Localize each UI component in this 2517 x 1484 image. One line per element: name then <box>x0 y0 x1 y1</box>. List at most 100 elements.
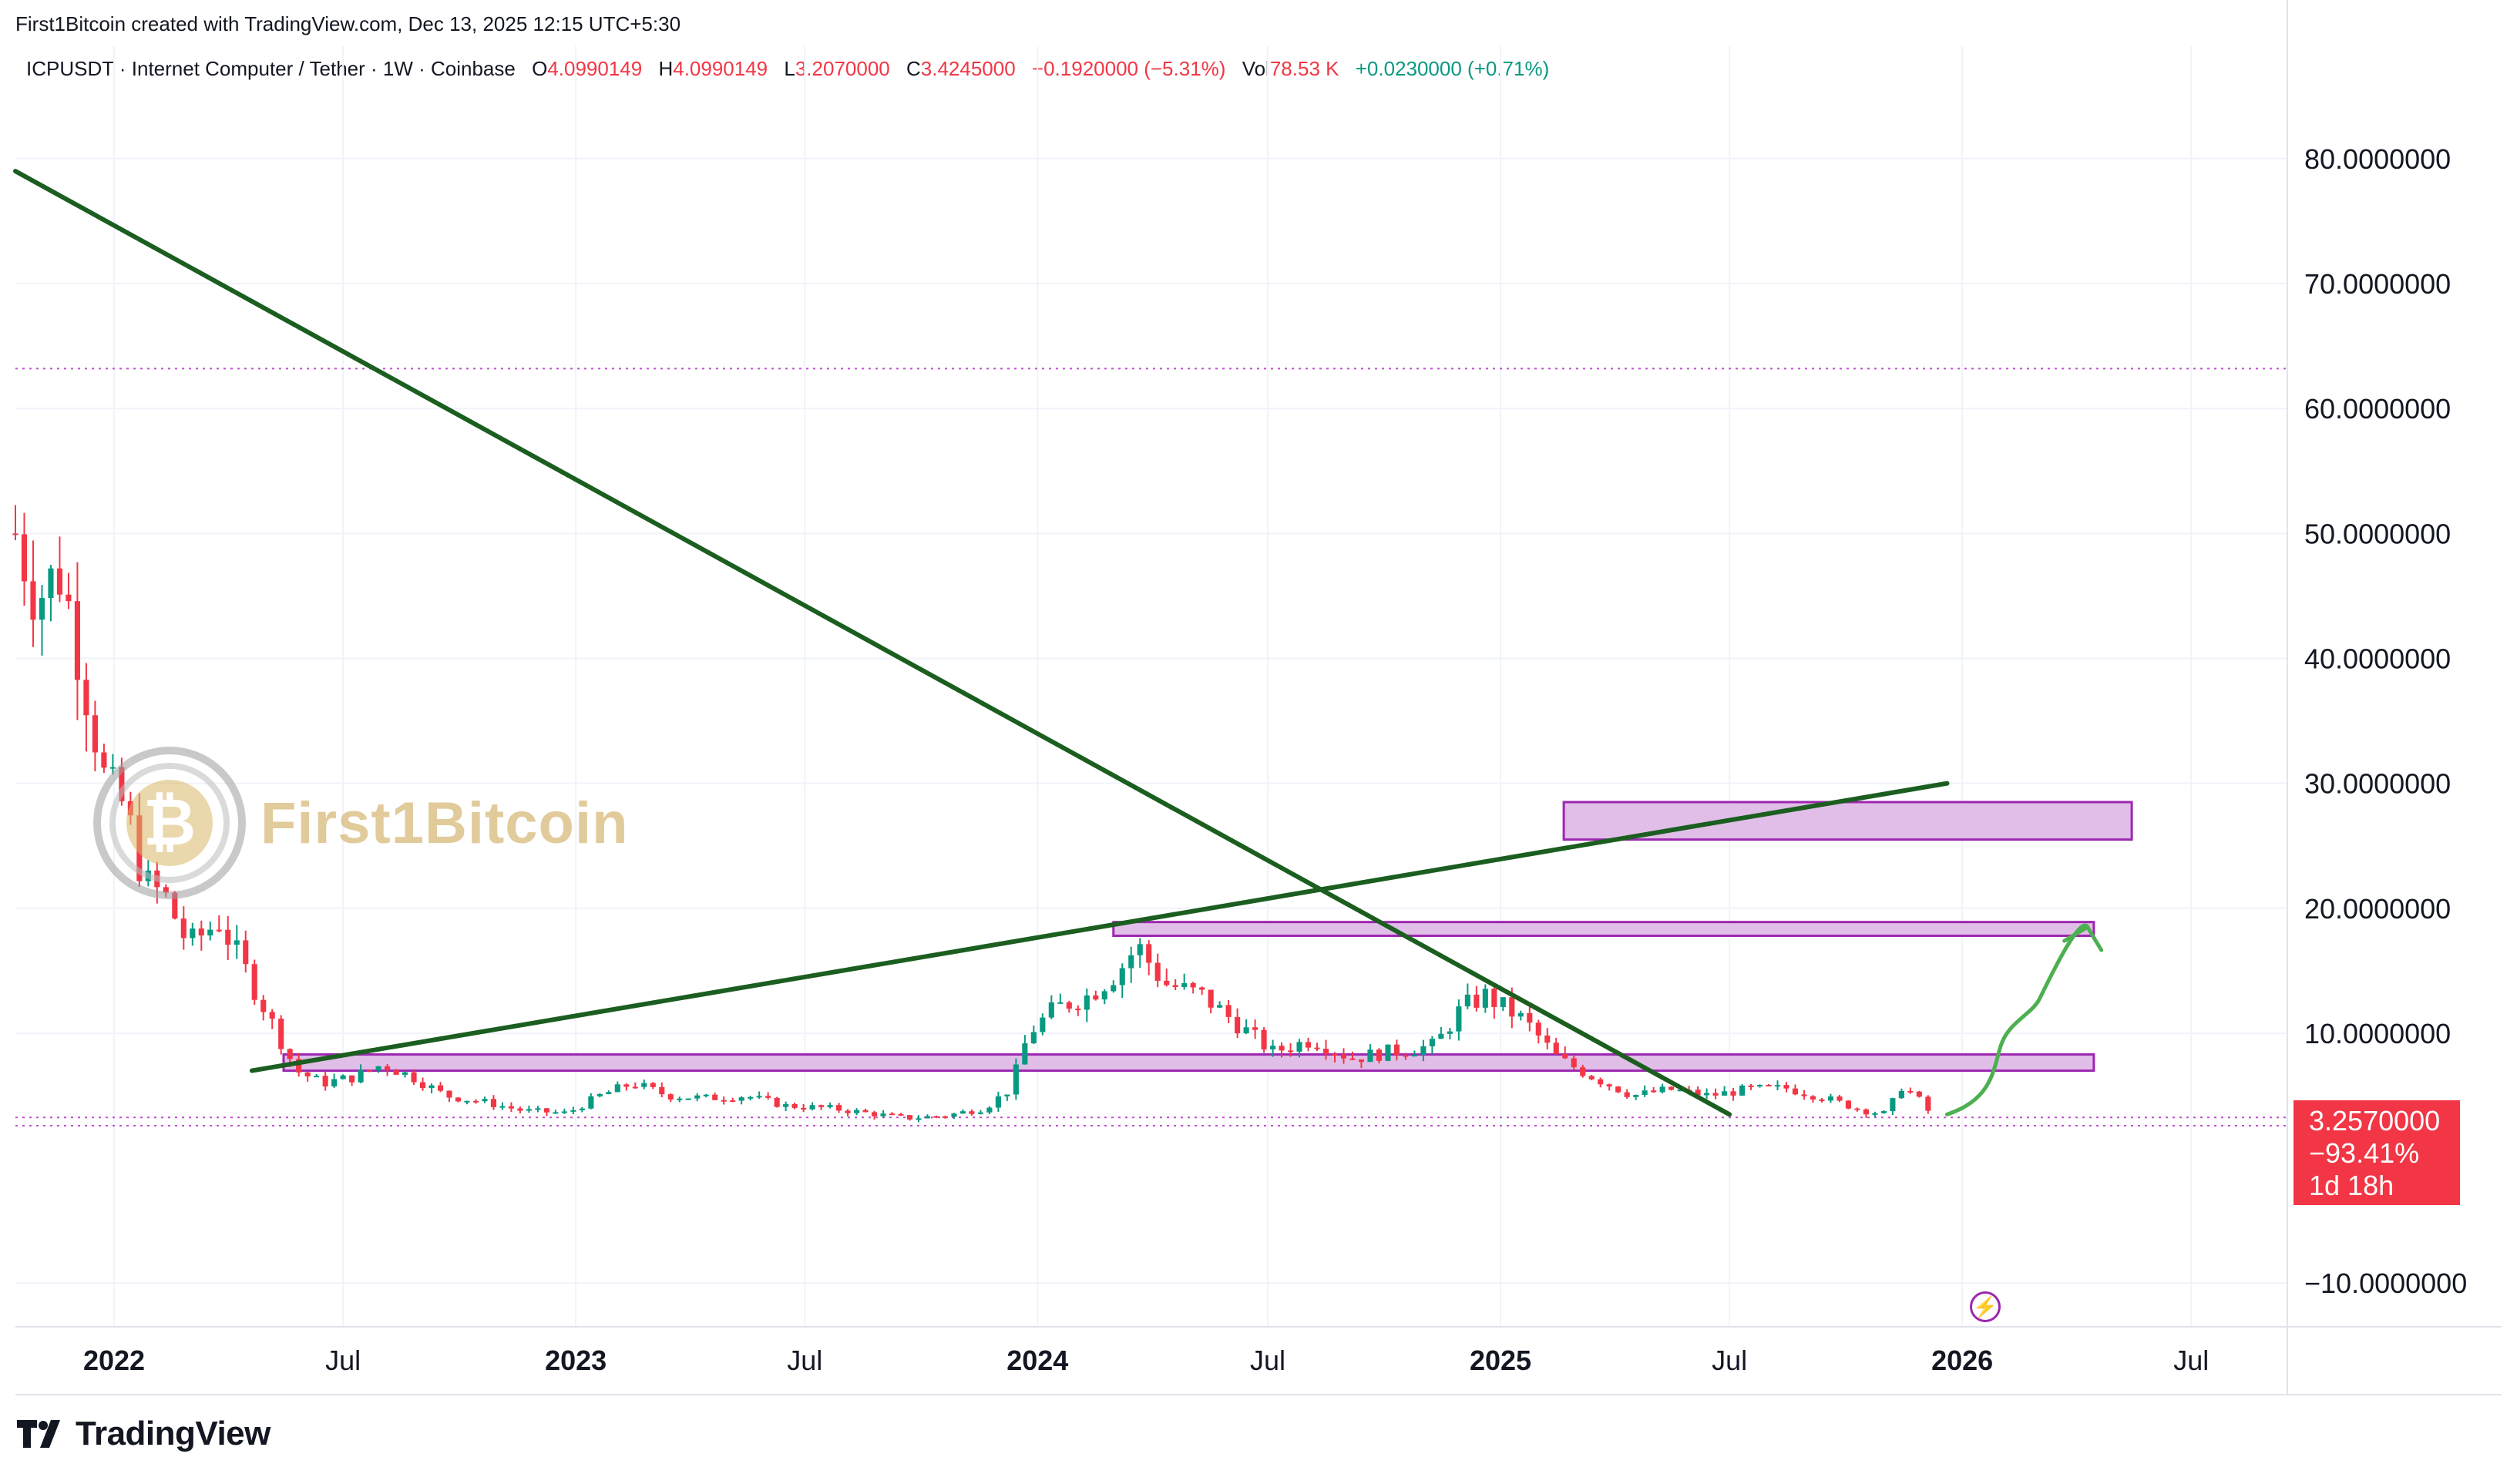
candle-body <box>703 1094 709 1096</box>
candle-body <box>1093 995 1099 1000</box>
candle-body <box>1642 1090 1648 1096</box>
candle-body <box>880 1113 886 1116</box>
candle-body <box>1181 982 1188 988</box>
bar-countdown: 1d 18h <box>2309 1170 2394 1201</box>
candle-body <box>1615 1086 1621 1093</box>
candle-body <box>1420 1046 1427 1056</box>
projection-arrow <box>1944 923 2104 1116</box>
candle-body <box>172 892 178 919</box>
time-tick-label: Jul <box>1250 1345 1285 1376</box>
candle-body <box>296 1059 302 1073</box>
candle-body <box>1810 1096 1816 1100</box>
candle-body <box>1208 989 1214 1008</box>
candle-body <box>1562 1053 1568 1059</box>
candle-body <box>1464 994 1470 1007</box>
candle-body <box>163 887 169 893</box>
price-tick-label: 50.0000000 <box>2304 518 2451 549</box>
candle-body <box>1270 1046 1276 1049</box>
candle-body <box>1598 1079 1604 1085</box>
chart-grid <box>15 46 2287 1327</box>
candle-body <box>260 999 267 1012</box>
candle-body <box>1827 1096 1834 1101</box>
candle-body <box>712 1094 718 1100</box>
candle-body <box>1491 989 1497 1007</box>
candle-body <box>1783 1085 1789 1089</box>
candle-body <box>1287 1050 1294 1053</box>
candle-body <box>1907 1090 1914 1093</box>
candle-body <box>358 1069 364 1083</box>
last-price-tag: 3.2570000 −93.41% 1d 18h <box>2294 1100 2460 1205</box>
creator-line: First1Bitcoin created with TradingView.c… <box>15 12 681 35</box>
candle-body <box>694 1095 701 1099</box>
candle-body <box>1837 1096 1843 1101</box>
candle-body <box>827 1105 833 1107</box>
candle-body <box>1004 1094 1010 1096</box>
watermark-text: First1Bitcoin <box>260 790 629 856</box>
close-value: 3.4245000 <box>920 57 1016 80</box>
time-tick-label: 2026 <box>1931 1345 1993 1376</box>
candle-body <box>385 1066 391 1070</box>
open-label: O <box>532 57 548 80</box>
candle-body <box>1712 1093 1719 1096</box>
candle-body <box>783 1103 789 1107</box>
last-price: 3.2570000 <box>2309 1105 2441 1137</box>
candle-body <box>1916 1091 1922 1097</box>
candle-body <box>588 1096 594 1109</box>
candle-body <box>995 1096 1001 1108</box>
candle-body <box>1801 1094 1807 1096</box>
candle-body <box>234 940 240 945</box>
candle-body <box>677 1098 683 1100</box>
price-axis-labels: 80.0000000 70.0000000 60.0000000 50.0000000… <box>2304 143 2467 1299</box>
candle-body <box>1447 1031 1453 1034</box>
lightning-icon[interactable]: ⚡ <box>1970 1291 2001 1322</box>
candle-body <box>1305 1042 1312 1048</box>
price-tick-label: 70.0000000 <box>2304 268 2451 300</box>
candle-body <box>1393 1044 1400 1056</box>
candle-body <box>1013 1064 1019 1095</box>
candle-body <box>1367 1049 1373 1063</box>
candle-body <box>517 1108 523 1111</box>
candle-body <box>543 1108 549 1113</box>
candle-body <box>632 1086 638 1089</box>
candle-body <box>1527 1012 1533 1023</box>
price-tick-label: 80.0000000 <box>2304 143 2451 175</box>
candle-body <box>278 1019 284 1049</box>
candle-body <box>1261 1029 1267 1049</box>
symbol-name[interactable]: ICPUSDT · Internet Computer / Tether · 1… <box>26 57 516 80</box>
time-tick-label: 2024 <box>1006 1345 1068 1376</box>
candle-body <box>472 1100 479 1103</box>
candle-body <box>1119 968 1125 985</box>
candle-body <box>685 1098 691 1100</box>
candle-body <box>1580 1067 1586 1076</box>
candle-body <box>1500 997 1506 1007</box>
candle-body <box>1190 982 1196 988</box>
candle-body <box>331 1079 338 1087</box>
candle-body <box>1722 1091 1728 1096</box>
volume-change-value: +0.0230000 (+0.71%) <box>1355 57 1550 80</box>
candle-body <box>1429 1039 1435 1046</box>
time-tick-label: 2023 <box>545 1345 607 1376</box>
candle-body <box>251 964 257 1000</box>
trendline <box>249 781 1950 1073</box>
change-value: −0.1920000 (−5.31%) <box>1031 57 1226 80</box>
candle-body <box>48 568 54 599</box>
candle-body <box>225 929 231 945</box>
candle-body <box>74 601 80 680</box>
candle-body <box>1606 1084 1612 1087</box>
candle-body <box>1535 1022 1541 1036</box>
candle-body <box>119 767 125 801</box>
candle-body <box>340 1075 346 1079</box>
candle-body <box>322 1076 328 1087</box>
candle-body <box>862 1110 869 1113</box>
price-tick-label: 40.0000000 <box>2304 643 2451 675</box>
candle-body <box>1633 1095 1639 1097</box>
candle-body <box>526 1109 532 1111</box>
time-tick-label: Jul <box>787 1345 822 1376</box>
candle-body <box>623 1084 630 1087</box>
candle-body <box>1057 1002 1064 1004</box>
candle-body <box>959 1111 966 1114</box>
candle-body <box>314 1076 320 1078</box>
tradingview-brand[interactable]: TradingView <box>17 1415 271 1453</box>
candle-body <box>606 1092 612 1094</box>
